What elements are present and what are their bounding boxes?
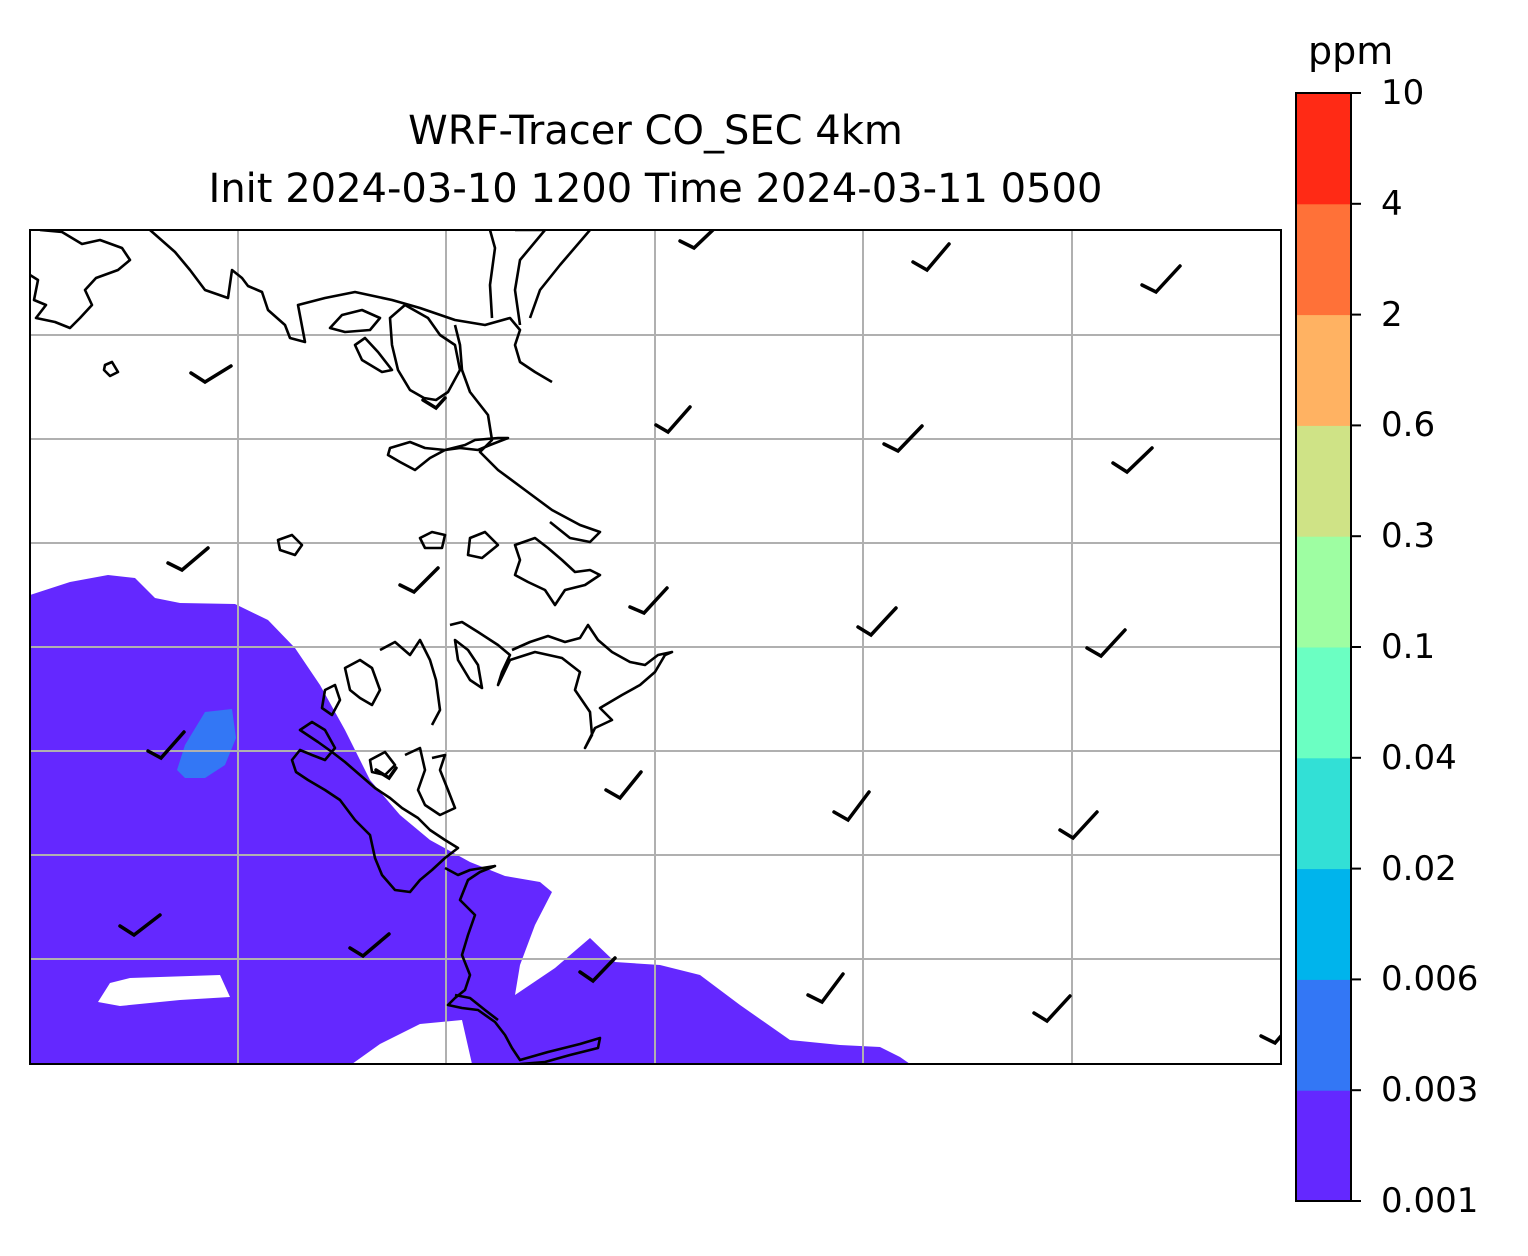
- coastline: [454, 993, 499, 1022]
- coastline: [290, 720, 460, 894]
- colorbar-segment: [1296, 868, 1351, 980]
- coastline: [276, 533, 304, 557]
- colorbar-segment: [1296, 203, 1351, 316]
- coastline: [149, 230, 553, 384]
- wind-barb: [348, 932, 391, 959]
- colorbar-segment: [1296, 757, 1351, 870]
- wind-barb: [832, 790, 871, 823]
- coastline: [379, 638, 442, 726]
- wind-barb: [654, 405, 692, 435]
- coastline: [343, 658, 382, 707]
- coastline: [466, 530, 500, 560]
- wind-barb: [118, 913, 162, 938]
- wind-barb: [1259, 1034, 1281, 1046]
- coastline: [513, 230, 547, 326]
- wind-barb: [398, 566, 440, 595]
- colorbar-tick-label: 0.04: [1381, 737, 1457, 778]
- wind-barb: [1058, 810, 1099, 841]
- colorbar-unit-label: ppm: [1308, 29, 1394, 73]
- wind-barbs: [118, 230, 1281, 1046]
- wind-barb: [166, 546, 210, 573]
- wind-barb: [856, 606, 898, 638]
- wind-barb: [146, 730, 186, 761]
- colorbar-tick-label: 0.1: [1381, 627, 1436, 667]
- wind-barb: [1140, 264, 1182, 295]
- colorbar-tick-label: 10: [1381, 73, 1425, 113]
- coastline: [453, 638, 484, 690]
- coastline: [449, 620, 674, 750]
- tracer-higher-concentration-area: [177, 709, 236, 778]
- colorbar-tick-label: 4: [1381, 183, 1403, 224]
- colorbar-tick-label: 2: [1381, 294, 1403, 335]
- wind-barb: [421, 396, 447, 411]
- wind-barb: [911, 242, 951, 273]
- coastline: [353, 336, 394, 374]
- coastline: [528, 230, 591, 319]
- wind-barb: [578, 956, 617, 984]
- colorbar-tick-label: 0.003: [1381, 1070, 1479, 1111]
- wind-barb: [1085, 628, 1127, 659]
- colorbar-tick-label: 0.001: [1381, 1181, 1479, 1221]
- colorbar-tick-label: 0.006: [1381, 959, 1479, 1000]
- coastline: [513, 536, 602, 607]
- wind-barb: [189, 364, 233, 385]
- coastline: [453, 324, 602, 544]
- map-title-line-1: WRF-Tracer CO_SEC 4km: [408, 108, 903, 154]
- tracer-concentration-area: [30, 575, 910, 1064]
- colorbar-segment: [1296, 1090, 1351, 1202]
- wind-barb: [1032, 994, 1072, 1024]
- wind-barb: [806, 972, 845, 1005]
- colorbar-segment: [1296, 314, 1351, 426]
- coastline: [368, 750, 397, 777]
- colorbar-tick-label: 0.6: [1381, 405, 1436, 446]
- colorbar-segment: [1296, 647, 1351, 759]
- wind-barb: [1111, 446, 1154, 475]
- map-gridlines: [30, 230, 1281, 1064]
- wind-barb: [678, 230, 716, 251]
- wind-barb: [882, 424, 924, 454]
- coastlines: [30, 230, 674, 1064]
- map-frame: [29, 229, 1282, 1065]
- colorbar-segment: [1296, 425, 1351, 537]
- coastline: [102, 360, 120, 378]
- wind-barb: [374, 766, 398, 781]
- coastline: [488, 230, 497, 319]
- colorbar: [1295, 92, 1361, 1202]
- coastline: [386, 436, 510, 472]
- coastline: [388, 303, 462, 402]
- wind-barb: [628, 586, 669, 616]
- colorbar-segment: [1296, 93, 1351, 205]
- coastline: [320, 683, 342, 717]
- colorbar-tick-label: 0.3: [1381, 516, 1436, 557]
- colorbar-segment: [1296, 979, 1351, 1091]
- coastline: [444, 864, 602, 1064]
- colorbar-segment: [1296, 536, 1351, 648]
- map-panel: [30, 230, 1281, 1064]
- map-title-line-2: Init 2024-03-10 1200 Time 2024-03-11 050…: [208, 166, 1103, 212]
- wind-barb: [604, 770, 643, 801]
- coastline: [30, 230, 132, 330]
- colorbar-tick-label: 0.02: [1381, 848, 1457, 889]
- coastline: [418, 530, 447, 550]
- coastline: [328, 308, 382, 334]
- coastline: [404, 746, 457, 817]
